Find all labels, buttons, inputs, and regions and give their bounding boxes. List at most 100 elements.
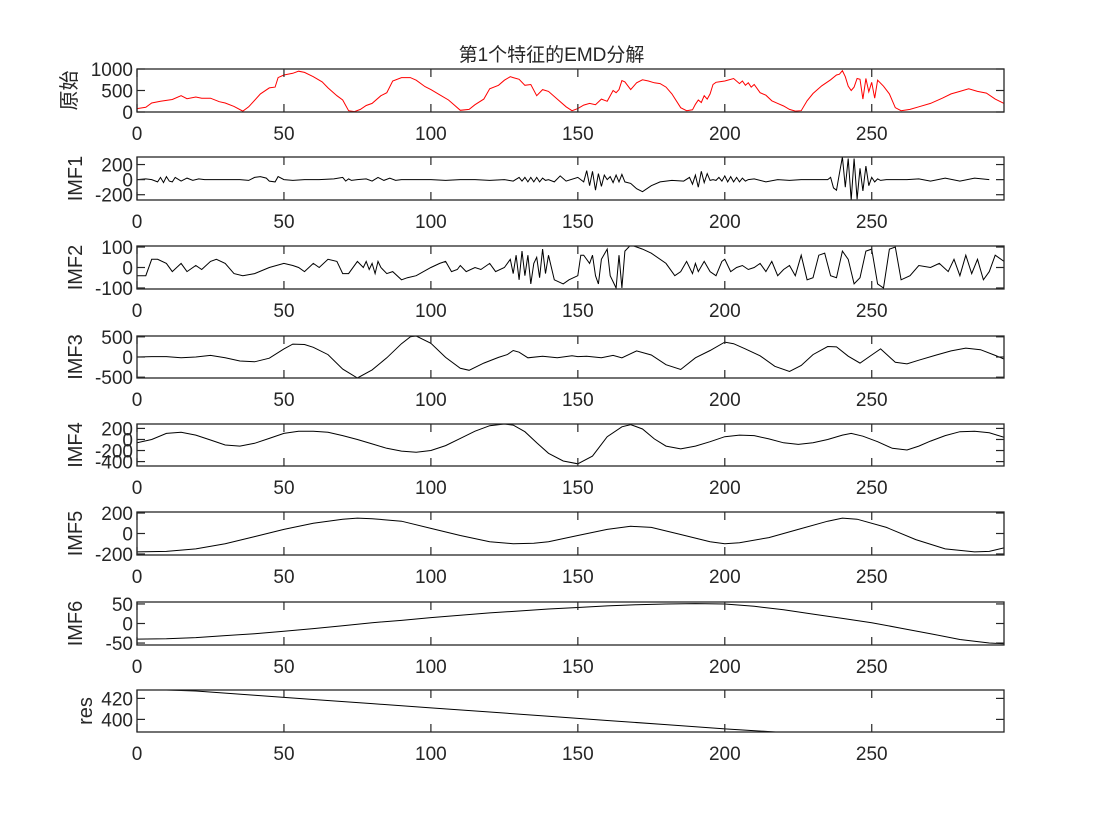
imf2-line xyxy=(137,246,1004,289)
chart-title: 第1个特征的EMD分解 xyxy=(458,45,645,66)
x-tick-label: 50 xyxy=(273,657,294,678)
axes-box xyxy=(136,689,1005,733)
y-axis-label: IMF6 xyxy=(65,601,87,647)
y-tick-label: 200 xyxy=(101,504,133,525)
y-axis-label: 原始 xyxy=(58,71,81,111)
x-tick-label: 200 xyxy=(709,657,741,678)
x-tick-label: 250 xyxy=(856,390,888,411)
x-tick-label: 150 xyxy=(562,478,594,499)
x-tick-label: 250 xyxy=(856,212,888,233)
axes-box xyxy=(136,156,1005,201)
x-tick-label: 0 xyxy=(132,657,143,678)
x-tick-label: 50 xyxy=(273,124,294,145)
x-tick-label: 150 xyxy=(562,567,594,588)
axes-box xyxy=(136,335,1005,379)
y-tick-label: 200 xyxy=(101,419,133,440)
x-tick-label: 200 xyxy=(709,124,741,145)
x-tick-label: 50 xyxy=(273,301,294,322)
x-tick-label: 250 xyxy=(856,567,888,588)
y-tick-label: 0 xyxy=(122,103,133,124)
x-tick-label: 0 xyxy=(132,744,143,765)
x-tick-label: 200 xyxy=(709,478,741,499)
x-tick-label: 0 xyxy=(132,124,143,145)
x-tick-label: 50 xyxy=(273,212,294,233)
y-axis-label: IMF1 xyxy=(65,156,87,202)
x-tick-label: 150 xyxy=(562,124,594,145)
y-tick-label: 500 xyxy=(101,328,133,349)
x-tick-label: 150 xyxy=(562,744,594,765)
x-tick-label: 100 xyxy=(415,301,447,322)
x-tick-label: 100 xyxy=(415,478,447,499)
original-line xyxy=(137,69,1004,112)
y-tick-label: 50 xyxy=(112,595,133,616)
y-tick-label: 400 xyxy=(101,710,133,731)
x-tick-label: 150 xyxy=(562,657,594,678)
x-tick-label: 250 xyxy=(856,478,888,499)
y-tick-label: 0 xyxy=(122,259,133,280)
y-tick-label: -500 xyxy=(95,368,133,389)
x-tick-label: 250 xyxy=(856,301,888,322)
x-tick-label: 250 xyxy=(856,744,888,765)
y-axis-label: IMF3 xyxy=(65,334,87,380)
y-axis-label: IMF2 xyxy=(65,245,87,291)
x-tick-label: 150 xyxy=(562,390,594,411)
y-tick-label: 1000 xyxy=(91,60,133,81)
x-tick-label: 200 xyxy=(709,212,741,233)
y-tick-label: 0 xyxy=(122,348,133,369)
x-tick-label: 50 xyxy=(273,744,294,765)
y-tick-label: 420 xyxy=(101,689,133,710)
x-tick-label: 50 xyxy=(273,478,294,499)
x-tick-label: 200 xyxy=(709,744,741,765)
axes-box xyxy=(136,68,1005,113)
x-tick-label: 0 xyxy=(132,390,143,411)
y-tick-label: 0 xyxy=(122,615,133,636)
y-tick-label: -200 xyxy=(95,545,133,566)
x-tick-label: 0 xyxy=(132,478,143,499)
y-tick-label: -50 xyxy=(106,634,133,655)
axes-box xyxy=(136,423,1005,467)
y-tick-label: 200 xyxy=(101,156,133,177)
imf6-line xyxy=(137,603,1004,645)
y-tick-label: -400 xyxy=(95,453,133,474)
y-tick-label: -100 xyxy=(95,279,133,300)
x-tick-label: 100 xyxy=(415,212,447,233)
x-tick-label: 200 xyxy=(709,390,741,411)
imf5-line xyxy=(137,517,1004,553)
x-tick-label: 0 xyxy=(132,301,143,322)
y-tick-label: 500 xyxy=(101,82,133,103)
y-tick-label: 0 xyxy=(122,525,133,546)
y-tick-label: 100 xyxy=(101,238,133,259)
imf4-line xyxy=(137,424,1004,465)
x-tick-label: 100 xyxy=(415,390,447,411)
x-tick-label: 200 xyxy=(709,301,741,322)
x-tick-label: 0 xyxy=(132,212,143,233)
y-axis-label: res xyxy=(75,697,97,725)
x-tick-label: 100 xyxy=(415,567,447,588)
y-axis-label: IMF5 xyxy=(65,511,87,557)
x-tick-label: 100 xyxy=(415,657,447,678)
x-tick-label: 250 xyxy=(856,124,888,145)
x-tick-label: 100 xyxy=(415,124,447,145)
x-tick-label: 150 xyxy=(562,212,594,233)
y-axis-label: IMF4 xyxy=(65,422,87,468)
y-tick-label: 0 xyxy=(122,430,133,451)
axes-box xyxy=(136,245,1005,290)
imf1-line xyxy=(137,157,990,200)
y-tick-label: 0 xyxy=(122,171,133,192)
x-tick-label: 250 xyxy=(856,657,888,678)
y-tick-label: -200 xyxy=(95,186,133,207)
imf3-line xyxy=(137,336,1004,378)
x-tick-label: 0 xyxy=(132,567,143,588)
res-line xyxy=(137,690,784,732)
x-tick-label: 50 xyxy=(273,390,294,411)
y-tick-label: -200 xyxy=(95,442,133,463)
